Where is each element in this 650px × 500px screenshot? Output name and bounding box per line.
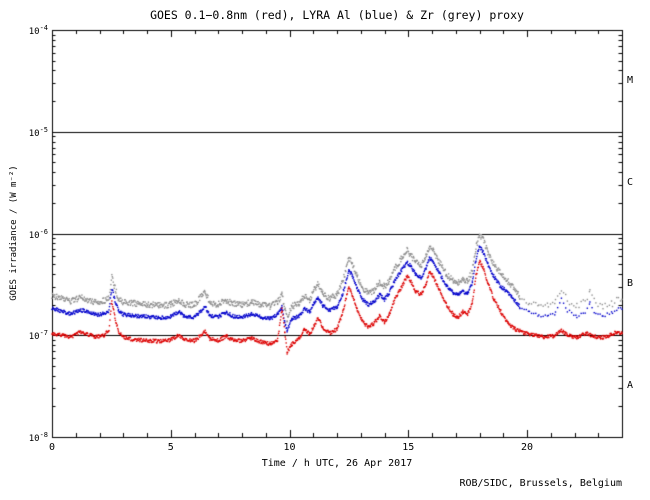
- x-tick-label: 5: [167, 442, 174, 453]
- flare-class-label-M: M: [627, 74, 634, 86]
- y-tick-label: 10-7: [28, 329, 48, 343]
- flare-class-label-C: C: [627, 176, 634, 188]
- x-tick-label: 10: [283, 442, 296, 453]
- flare-class-label-B: B: [627, 278, 634, 290]
- y-tick-label: 10-4: [28, 24, 48, 37]
- flare-class-label-A: A: [627, 380, 634, 392]
- chart-title: GOES 0.1−0.8nm (red), LYRA Al (blue) & Z…: [150, 8, 524, 22]
- x-tick-label: 0: [48, 442, 56, 453]
- x-tick-label: 20: [520, 442, 534, 453]
- y-tick-label: 10-6: [28, 227, 48, 241]
- x-tick-label: 15: [402, 442, 415, 453]
- y-tick-label: 10-5: [28, 125, 48, 139]
- y-tick-label: 10-8: [28, 431, 48, 444]
- x-axis-label: Time / h UTC, 26 Apr 2017: [261, 458, 413, 469]
- credit-label: ROB/SIDC, Brussels, Belgium: [459, 478, 622, 489]
